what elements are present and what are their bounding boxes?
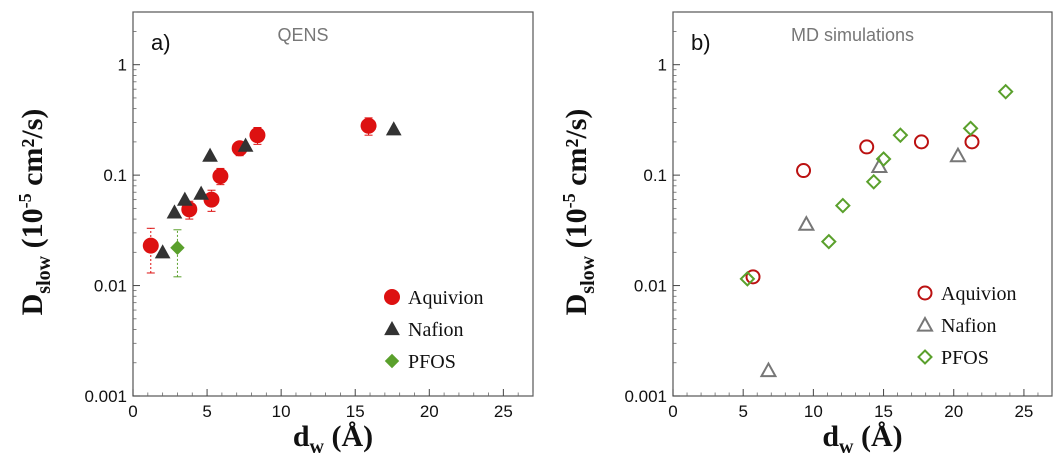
x-tick-label: 10: [272, 402, 291, 421]
data-point: [745, 269, 761, 285]
data-point: [739, 270, 756, 287]
data-point: [997, 83, 1014, 100]
x-tick-label: 15: [874, 402, 893, 421]
data-point: [170, 240, 185, 255]
x-tick-label: 5: [738, 402, 747, 421]
data-point: [166, 204, 183, 219]
plot-frame: [132, 11, 534, 397]
data-point: [962, 120, 979, 137]
x-tick-label: 25: [1014, 402, 1033, 421]
series-pfos: [739, 83, 1014, 287]
data-point: [154, 244, 171, 259]
legend-label: Nafion: [941, 315, 997, 337]
data-point: [249, 127, 266, 144]
legend: Aquivion Nafion PFOS: [916, 283, 1017, 369]
data-point: [820, 233, 837, 250]
data-point: [892, 127, 909, 144]
data-point: [949, 146, 967, 163]
series-pfos: [170, 229, 185, 278]
series-nafion: [759, 146, 967, 378]
x-tick-label: 10: [804, 402, 823, 421]
data-point: [212, 168, 229, 185]
x-tick-label: 20: [420, 402, 439, 421]
data-point: [237, 137, 254, 152]
panel-title: QENS: [277, 25, 328, 45]
y-tick-label: 0.01: [94, 277, 127, 296]
x-axis-label: dw (Å): [822, 420, 902, 458]
panel-b: 0 5 10 15 20 25 0.001 0.01 0.1 1 b) MD simulations D…: [559, 11, 1053, 458]
data-point: [913, 134, 929, 150]
panel-label: b): [691, 30, 711, 55]
data-point: [834, 197, 851, 214]
x-tick-label: 5: [202, 402, 211, 421]
data-point: [875, 151, 892, 167]
legend-label: Nafion: [408, 319, 464, 341]
y-axis-label: Dslow (10-5 cm²/s): [15, 109, 55, 316]
x-tick-label: 0: [128, 402, 137, 421]
x-tick-label: 25: [494, 402, 513, 421]
legend-marker: [384, 289, 400, 305]
legend-marker: [917, 349, 933, 365]
data-point: [865, 173, 882, 190]
legend-label: Aquivion: [408, 287, 484, 309]
y-tick-label: 0.001: [624, 387, 667, 406]
y-tick-label: 1: [118, 56, 127, 75]
y-tick-label: 0.1: [103, 166, 127, 185]
y-tick-label: 0.1: [643, 166, 667, 185]
x-tick-label: 15: [346, 402, 365, 421]
data-point: [759, 361, 778, 378]
data-point: [859, 139, 875, 155]
series-nafion: [154, 121, 402, 259]
panel-a: 0 5 10 15 20 25 0.001 0.01 0.1 1 a) QENS Dslow (10-5…: [15, 11, 534, 458]
legend-marker: [917, 285, 933, 301]
x-tick-label: 0: [668, 402, 677, 421]
data-point: [964, 134, 980, 150]
legend-marker: [916, 315, 934, 332]
data-point: [360, 117, 377, 134]
legend: Aquivion Nafion PFOS: [384, 287, 484, 373]
x-tick-label: 20: [944, 402, 963, 421]
y-tick-label: 1: [658, 56, 667, 75]
series-aquivion: [745, 134, 980, 285]
y-tick-label: 0.01: [634, 277, 667, 296]
data-point: [385, 121, 402, 136]
data-point: [177, 191, 193, 206]
y-tick-label: 0.001: [84, 387, 127, 406]
y-axis-label: Dslow (10-5 cm²/s): [559, 109, 599, 316]
plot-frame: [672, 11, 1053, 397]
legend-label: PFOS: [941, 347, 989, 369]
legend-label: PFOS: [408, 351, 456, 373]
panel-title: MD simulations: [791, 25, 914, 45]
data-point: [202, 147, 218, 162]
x-axis-label: dw (Å): [293, 420, 373, 458]
legend-marker: [384, 353, 400, 369]
legend-marker: [384, 320, 400, 336]
data-point: [797, 215, 816, 231]
data-point: [193, 185, 209, 200]
data-point: [796, 163, 812, 179]
legend-label: Aquivion: [941, 283, 1017, 305]
panel-label: a): [151, 30, 171, 55]
data-point: [142, 237, 159, 254]
